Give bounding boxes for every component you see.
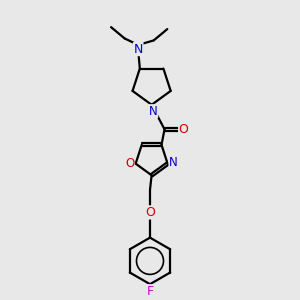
Text: O: O [125, 157, 134, 170]
Text: N: N [169, 157, 178, 169]
Text: N: N [149, 105, 158, 118]
Text: O: O [179, 123, 189, 136]
Text: F: F [146, 285, 154, 298]
Text: N: N [134, 43, 143, 56]
Text: O: O [145, 206, 155, 219]
